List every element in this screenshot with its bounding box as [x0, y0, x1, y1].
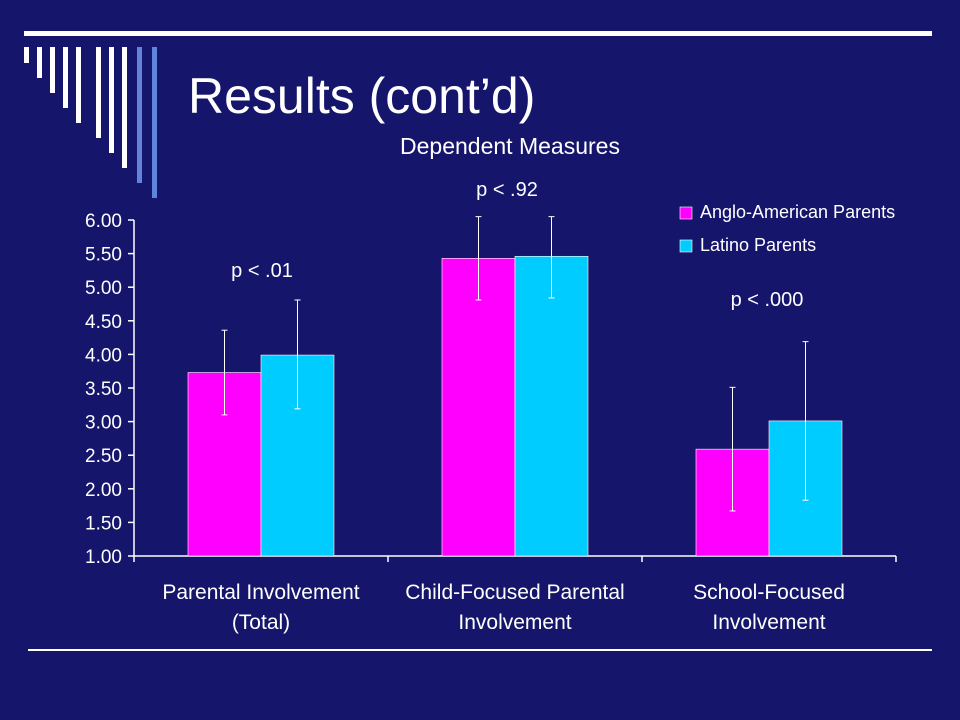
- chart-error-bars: [221, 216, 809, 512]
- category-label: Child-Focused Parental: [405, 581, 624, 604]
- decorative-stripe: [96, 47, 101, 138]
- decorative-stripe: [137, 47, 142, 183]
- y-tick-label: 3.00: [85, 413, 122, 434]
- legend-label: Latino Parents: [700, 235, 816, 255]
- significance-annotation: p < .01: [231, 260, 293, 282]
- category-label: Parental Involvement: [162, 581, 359, 604]
- bar: [441, 258, 516, 557]
- decorative-stripe: [76, 47, 81, 123]
- category-label: Involvement: [712, 611, 825, 634]
- y-tick-label: 4.00: [85, 345, 122, 366]
- decorative-stripe: [24, 47, 29, 63]
- y-tick-label: 3.50: [85, 379, 122, 400]
- y-tick-label: 2.00: [85, 480, 122, 501]
- chart-title: Dependent Measures: [400, 133, 620, 159]
- y-tick-label: 6.00: [85, 211, 122, 232]
- decorative-stripe: [50, 47, 55, 93]
- decorative-stripe: [152, 47, 157, 198]
- y-tick-label: 4.50: [85, 312, 122, 333]
- y-tick-label: 5.00: [85, 278, 122, 299]
- page-title: Results (cont’d): [188, 68, 536, 124]
- significance-annotation: p < .92: [476, 179, 538, 201]
- top-rule: [24, 31, 932, 36]
- decorative-stripe: [122, 47, 127, 168]
- category-label: (Total): [232, 611, 290, 634]
- chart-annotations: p < .01 p < .92 p < .000: [231, 179, 803, 311]
- legend-swatch: [679, 239, 693, 253]
- decorative-stripe: [37, 47, 42, 78]
- significance-annotation: p < .000: [731, 289, 804, 311]
- legend-swatch: [679, 206, 693, 220]
- category-label: School-Focused: [693, 581, 845, 604]
- y-tick-label: 1.00: [85, 547, 122, 568]
- decorative-stripe: [109, 47, 114, 153]
- bottom-rule: [28, 649, 932, 651]
- legend-label: Anglo-American Parents: [700, 202, 895, 222]
- y-tick-label: 5.50: [85, 245, 122, 266]
- chart-legend: Anglo-American Parents Latino Parents: [679, 202, 895, 255]
- chart-axes: 1.00 1.50 2.00 2.50 3.00 3.50 4.00 4.50 5.00 5.50…: [85, 211, 897, 568]
- x-axis-labels: Parental Involvement (Total) Child-Focused…: [162, 581, 845, 634]
- y-tick-label: 2.50: [85, 446, 122, 467]
- decorative-stripe: [63, 47, 68, 108]
- bar: [514, 255, 589, 557]
- y-tick-label: 1.50: [85, 513, 122, 534]
- category-label: Involvement: [458, 611, 571, 634]
